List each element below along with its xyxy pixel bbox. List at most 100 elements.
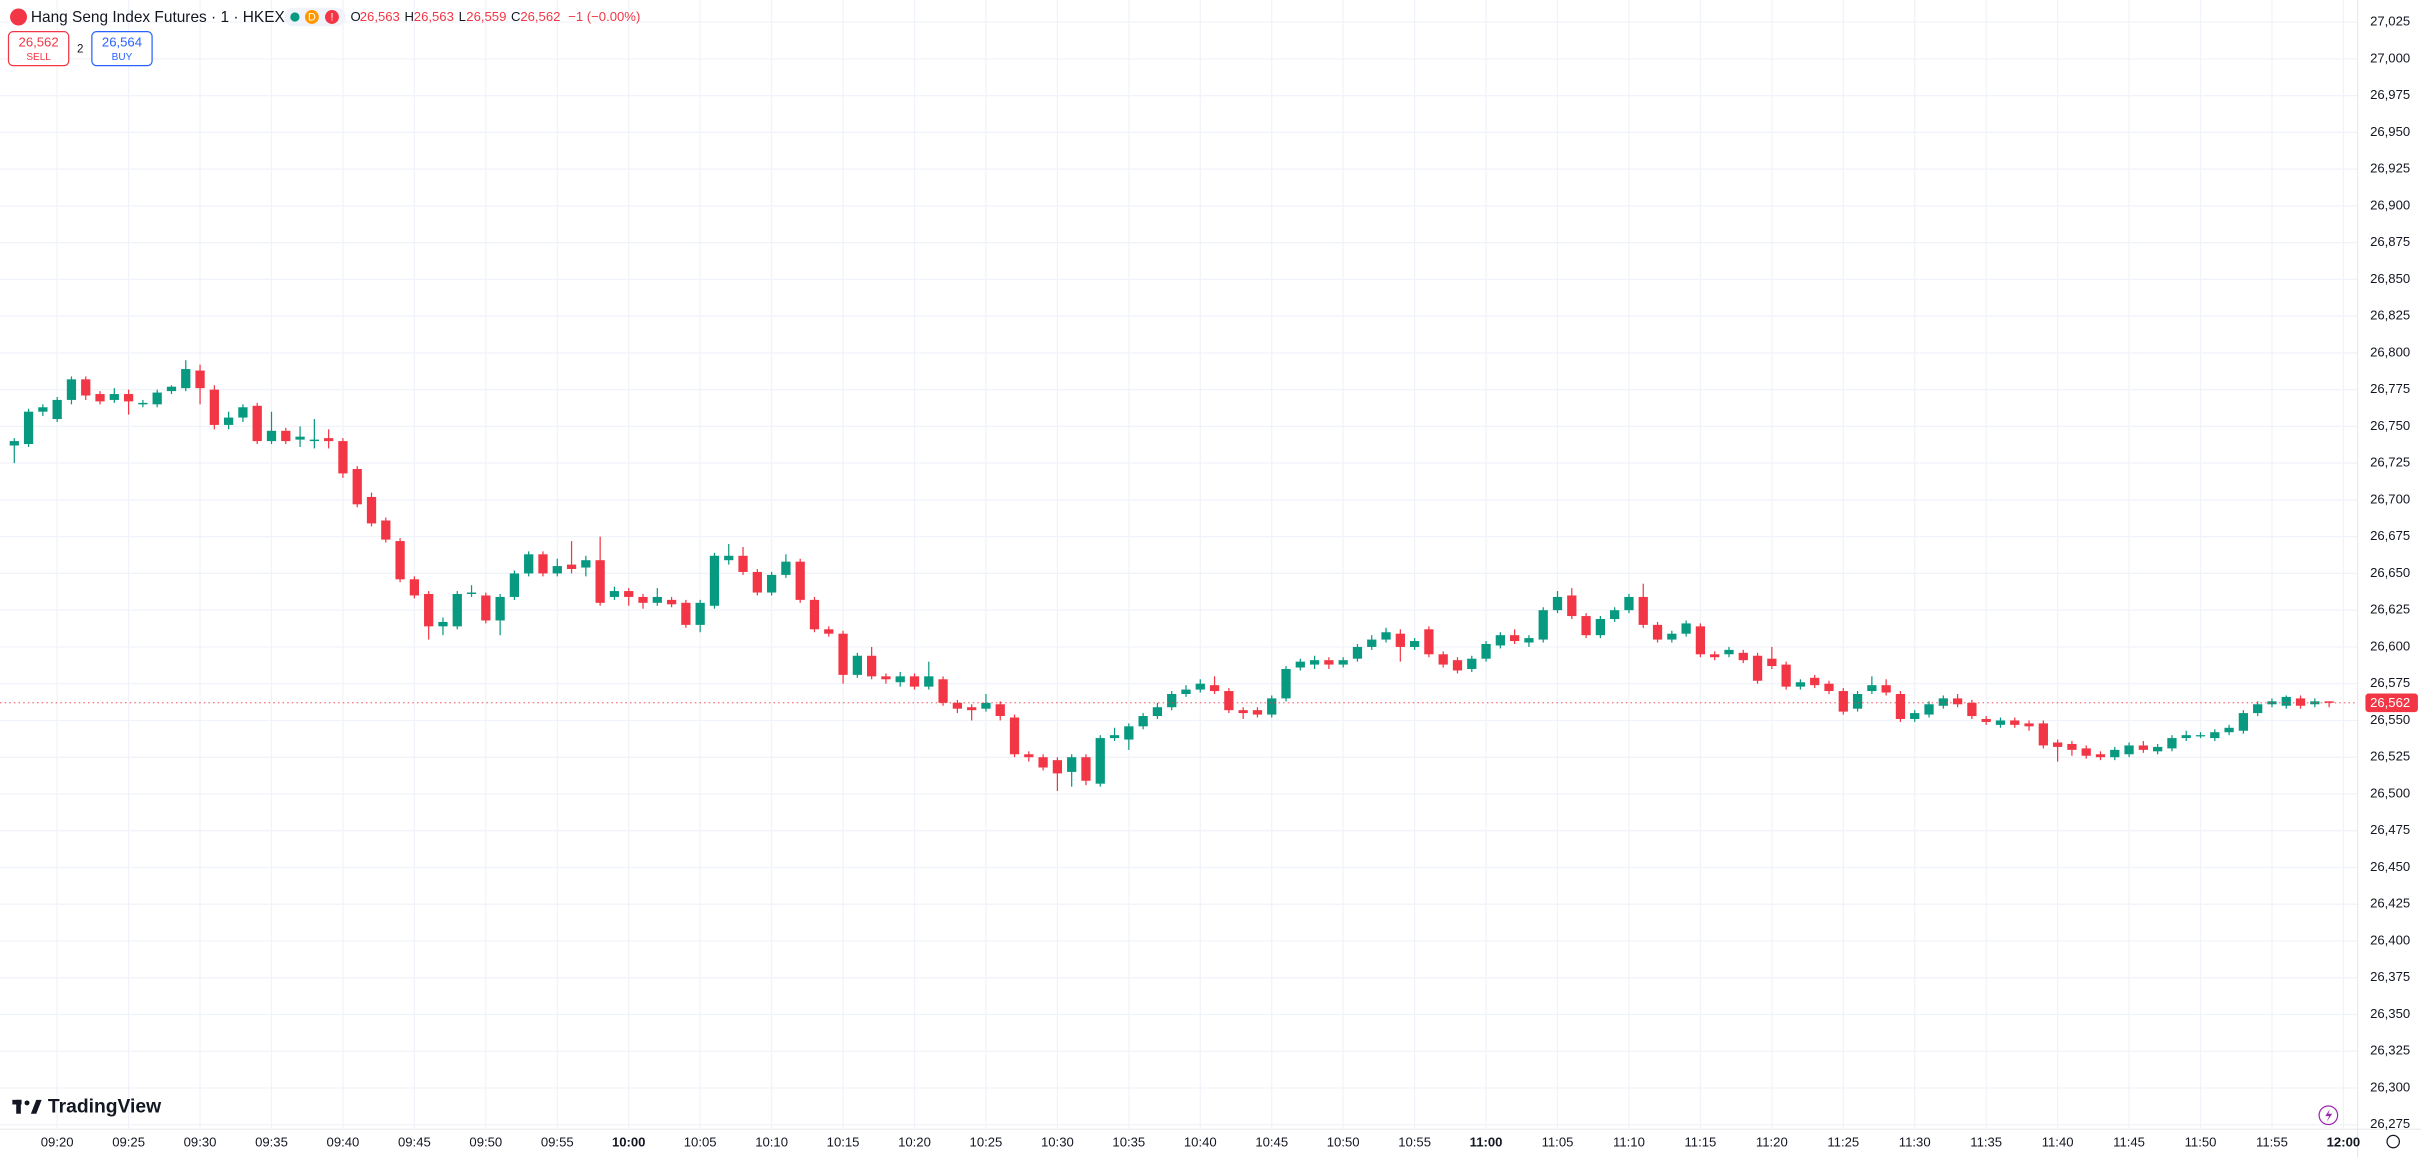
x-tick-label: 10:50 (1327, 1135, 1360, 1150)
buy-button[interactable] (91, 31, 153, 67)
candle-body (824, 629, 834, 634)
x-tick-label: 11:45 (2113, 1135, 2145, 1150)
candle-body (1295, 661, 1305, 668)
x-tick-label: 12:00 (2327, 1135, 2361, 1150)
y-tick-label: 26,350 (2370, 1006, 2410, 1021)
candle-body (538, 554, 548, 574)
candle-body (895, 676, 905, 683)
candle-body (624, 591, 634, 597)
candle-body (1852, 693, 1863, 709)
candle-body (166, 386, 177, 392)
ohlc-value: 26,563 (360, 9, 400, 24)
candle-body (152, 392, 162, 405)
x-tick-label: 10:45 (1255, 1135, 1288, 1150)
candle-body (795, 561, 805, 600)
sell-button[interactable] (7, 31, 70, 67)
x-tick-label: 10:35 (1112, 1135, 1145, 1150)
buy-price: 26,564 (102, 35, 142, 50)
brand-name[interactable]: TradingView (48, 1097, 162, 1118)
lightning-icon (2325, 1109, 2333, 1122)
candle-body (1109, 735, 1120, 739)
y-tick-label: 26,450 (2370, 859, 2410, 874)
candle-body (1795, 682, 1806, 687)
candle-body (395, 541, 405, 580)
y-tick-label: 26,425 (2370, 896, 2410, 911)
candle-body (2295, 698, 2306, 706)
logo-mark (30, 1099, 42, 1114)
candle-body (2095, 754, 2106, 758)
candle-body (438, 621, 448, 627)
alert-badge: ! (330, 12, 333, 24)
candle-body (581, 560, 591, 568)
candle-body (2324, 701, 2334, 703)
candle-body (2081, 748, 2091, 756)
y-tick-label: 26,525 (2370, 749, 2410, 764)
candle-body (724, 555, 734, 561)
candle-body (1581, 616, 1591, 636)
x-tick-label: 09:30 (184, 1135, 217, 1150)
candle-body (1495, 635, 1505, 646)
settings-button[interactable] (2386, 1134, 2401, 1149)
y-tick-label: 26,900 (2370, 197, 2410, 212)
candle-body (967, 707, 977, 711)
candle-body (495, 596, 505, 621)
candle-body (2210, 732, 2220, 739)
lightning-button[interactable] (2318, 1105, 2339, 1126)
candle-body (1038, 757, 1048, 768)
symbol-logo (10, 8, 28, 26)
candle-body (2067, 743, 2077, 750)
x-tick-label: 09:25 (112, 1135, 145, 1150)
y-tick-label: 26,600 (2370, 638, 2410, 653)
candle-body (1838, 691, 1848, 712)
y-tick-label: 26,475 (2370, 822, 2410, 837)
candle-body (909, 676, 920, 687)
y-tick-label: 26,400 (2370, 932, 2410, 947)
y-tick-label: 26,300 (2370, 1079, 2410, 1094)
candle-body (1524, 638, 1534, 643)
symbol-title[interactable]: Hang Seng Index Futures · 1 · HKEX (31, 9, 285, 26)
candle-body (1167, 693, 1177, 708)
y-tick-label: 26,275 (2370, 1116, 2410, 1131)
candle-body (9, 441, 19, 446)
ohlc-label: L (459, 9, 466, 24)
candle-body (1538, 610, 1548, 640)
candle-body (1309, 660, 1320, 665)
candle-body (1910, 713, 1920, 719)
candle-body (38, 407, 48, 412)
x-tick-label: 10:55 (1398, 1135, 1431, 1150)
y-tick-label: 26,800 (2370, 344, 2410, 359)
candle-body (2153, 746, 2163, 752)
candle-body (566, 564, 577, 570)
candle-body (1695, 626, 1706, 655)
candle-body (1224, 691, 1234, 711)
candle-body (52, 399, 62, 420)
candle-body (1681, 623, 1691, 634)
candle-body (1138, 716, 1148, 727)
candle-body (138, 402, 148, 405)
candle-body (1424, 629, 1434, 655)
x-tick-label: 09:20 (41, 1135, 74, 1150)
candle-body (1467, 658, 1477, 669)
candle-body (1024, 754, 1034, 758)
candle-body (66, 379, 77, 400)
candle-body (1881, 685, 1891, 693)
candle-body (1624, 596, 1634, 611)
candle-body (2238, 713, 2249, 731)
candle-body (209, 389, 219, 425)
candle-body (1238, 710, 1248, 714)
x-tick-label: 10:40 (1184, 1135, 1217, 1150)
candle-body (1209, 685, 1220, 692)
candle-body (509, 573, 520, 597)
candle-body (738, 555, 748, 572)
candle-body (2138, 745, 2148, 750)
ohlc-value: 26,559 (466, 9, 506, 24)
x-tick-label: 11:05 (1542, 1135, 1574, 1150)
candle-body (867, 655, 877, 677)
candle-body (766, 574, 777, 593)
y-tick-label: 27,025 (2370, 14, 2410, 29)
candle-body (1381, 632, 1391, 640)
candle-body (424, 594, 434, 627)
candle-body (1652, 624, 1663, 640)
candle-body (1095, 738, 1105, 784)
